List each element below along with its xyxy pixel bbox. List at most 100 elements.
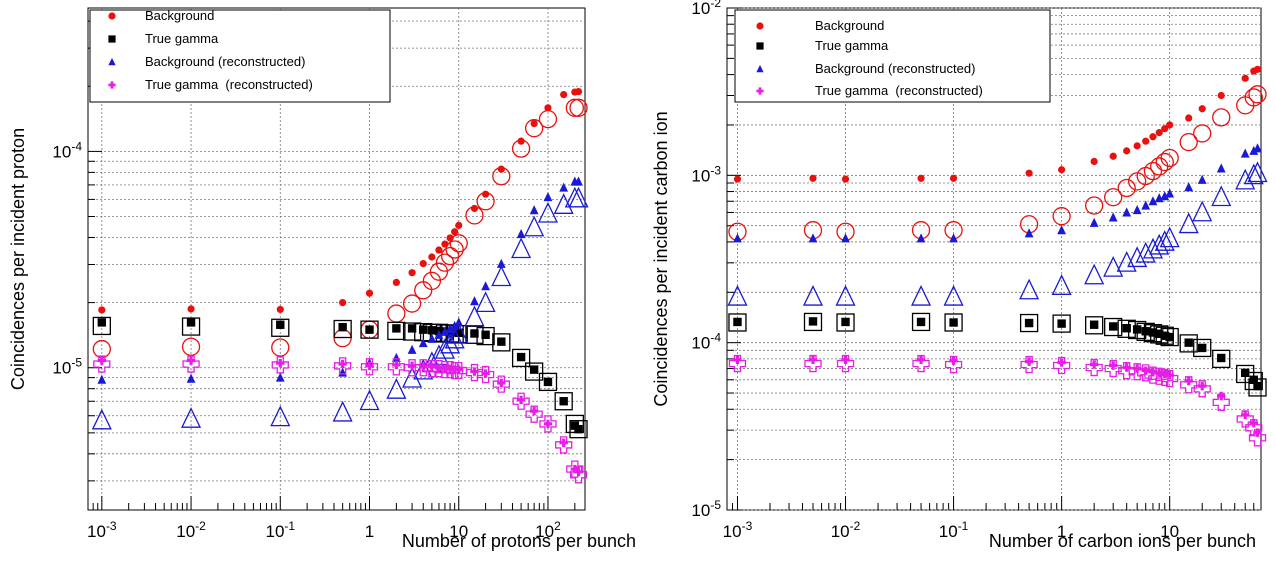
data-point	[1193, 338, 1212, 358]
data-point	[1178, 212, 1199, 234]
x-tick-label: 10	[449, 522, 468, 541]
data-point	[808, 233, 818, 243]
data-point	[539, 415, 557, 433]
data-point	[418, 338, 428, 348]
data-point	[1217, 391, 1226, 401]
data-point	[553, 193, 574, 214]
legend-entry: Background	[815, 18, 884, 33]
data-point	[1160, 331, 1169, 340]
data-point	[1159, 226, 1180, 248]
y-axis-title: Coincidences per incident carbon ion	[651, 111, 671, 406]
data-point	[1117, 319, 1136, 338]
data-point	[476, 192, 495, 211]
data-point	[560, 91, 568, 99]
data-point	[414, 359, 432, 377]
data-point	[944, 313, 963, 332]
data-point	[566, 460, 584, 478]
data-point	[1184, 376, 1193, 386]
data-point	[836, 313, 855, 332]
data-point	[476, 326, 495, 346]
legend: Background True gamma Background (reconstr…	[89, 8, 391, 103]
data-point	[492, 167, 511, 186]
data-point	[559, 438, 568, 447]
data-point	[1156, 368, 1174, 387]
data-point	[569, 466, 588, 484]
data-point	[1122, 363, 1131, 372]
left-chart-panel: 10-3 10-2 10-1 1 10 102 10-5 10-4 Coincidences p…	[8, 7, 636, 551]
data-point	[1253, 381, 1262, 391]
data-point	[444, 327, 465, 349]
data-point	[1148, 196, 1158, 206]
data-point	[1212, 393, 1230, 411]
data-point	[538, 109, 558, 129]
data-point	[1052, 207, 1071, 226]
data-point	[359, 389, 380, 411]
data-point	[91, 408, 112, 430]
data-point	[1253, 143, 1262, 153]
data-point	[470, 367, 479, 376]
data-point	[449, 234, 468, 253]
data-point	[809, 174, 817, 182]
data-point	[275, 372, 285, 382]
data-point	[1116, 250, 1137, 272]
data-point	[543, 419, 553, 429]
data-point	[836, 354, 855, 373]
data-point	[1161, 369, 1179, 388]
legend-marker	[756, 22, 764, 30]
data-point	[465, 325, 484, 344]
x-tick-label: 10-2	[831, 519, 861, 541]
data-point	[360, 320, 379, 339]
data-point	[450, 361, 468, 380]
data-point	[1123, 147, 1131, 155]
data-point	[465, 363, 484, 382]
data-point	[1020, 355, 1038, 374]
data-point	[511, 139, 531, 158]
data-point	[1245, 419, 1263, 437]
data-point	[733, 355, 742, 364]
data-point	[1051, 274, 1072, 295]
data-point	[435, 253, 455, 272]
data-point	[445, 323, 455, 334]
data-point	[1248, 378, 1267, 397]
data-point	[1155, 326, 1174, 345]
data-point	[339, 299, 347, 307]
legend-marker	[108, 35, 116, 43]
data-point	[1211, 185, 1232, 207]
data-point	[186, 356, 196, 365]
data-point	[1085, 316, 1104, 335]
data-point	[1184, 182, 1194, 192]
data-point	[568, 186, 589, 208]
data-point	[949, 233, 958, 243]
data-point	[1197, 174, 1207, 184]
data-point	[949, 174, 958, 182]
data-point	[465, 206, 484, 225]
data-point	[1154, 230, 1175, 251]
data-point	[1217, 353, 1226, 363]
data-point	[1052, 314, 1071, 333]
data-point	[496, 258, 506, 268]
data-point	[97, 374, 107, 384]
x-tick-label: 1	[1057, 522, 1066, 541]
data-point	[1132, 364, 1142, 373]
data-point	[407, 324, 417, 333]
data-point	[574, 424, 583, 434]
y-tick-label: 10-5	[691, 498, 721, 520]
data-point	[1104, 317, 1123, 337]
data-point	[1128, 363, 1146, 381]
data-point	[492, 333, 511, 352]
data-point	[1150, 325, 1169, 344]
series-background-open-circle	[728, 85, 1267, 241]
legend-marker	[108, 57, 116, 66]
data-point	[808, 317, 818, 326]
legend-marker	[108, 12, 116, 20]
data-point	[1165, 332, 1174, 342]
data-point	[276, 320, 285, 329]
data-point	[516, 228, 526, 239]
data-point	[911, 312, 931, 332]
data-point	[1058, 166, 1066, 174]
data-point	[470, 296, 479, 306]
data-point	[413, 358, 434, 380]
legend: Background True gamma Background (reconstr…	[734, 9, 1051, 103]
data-point	[476, 365, 495, 384]
data-point	[1155, 368, 1164, 378]
